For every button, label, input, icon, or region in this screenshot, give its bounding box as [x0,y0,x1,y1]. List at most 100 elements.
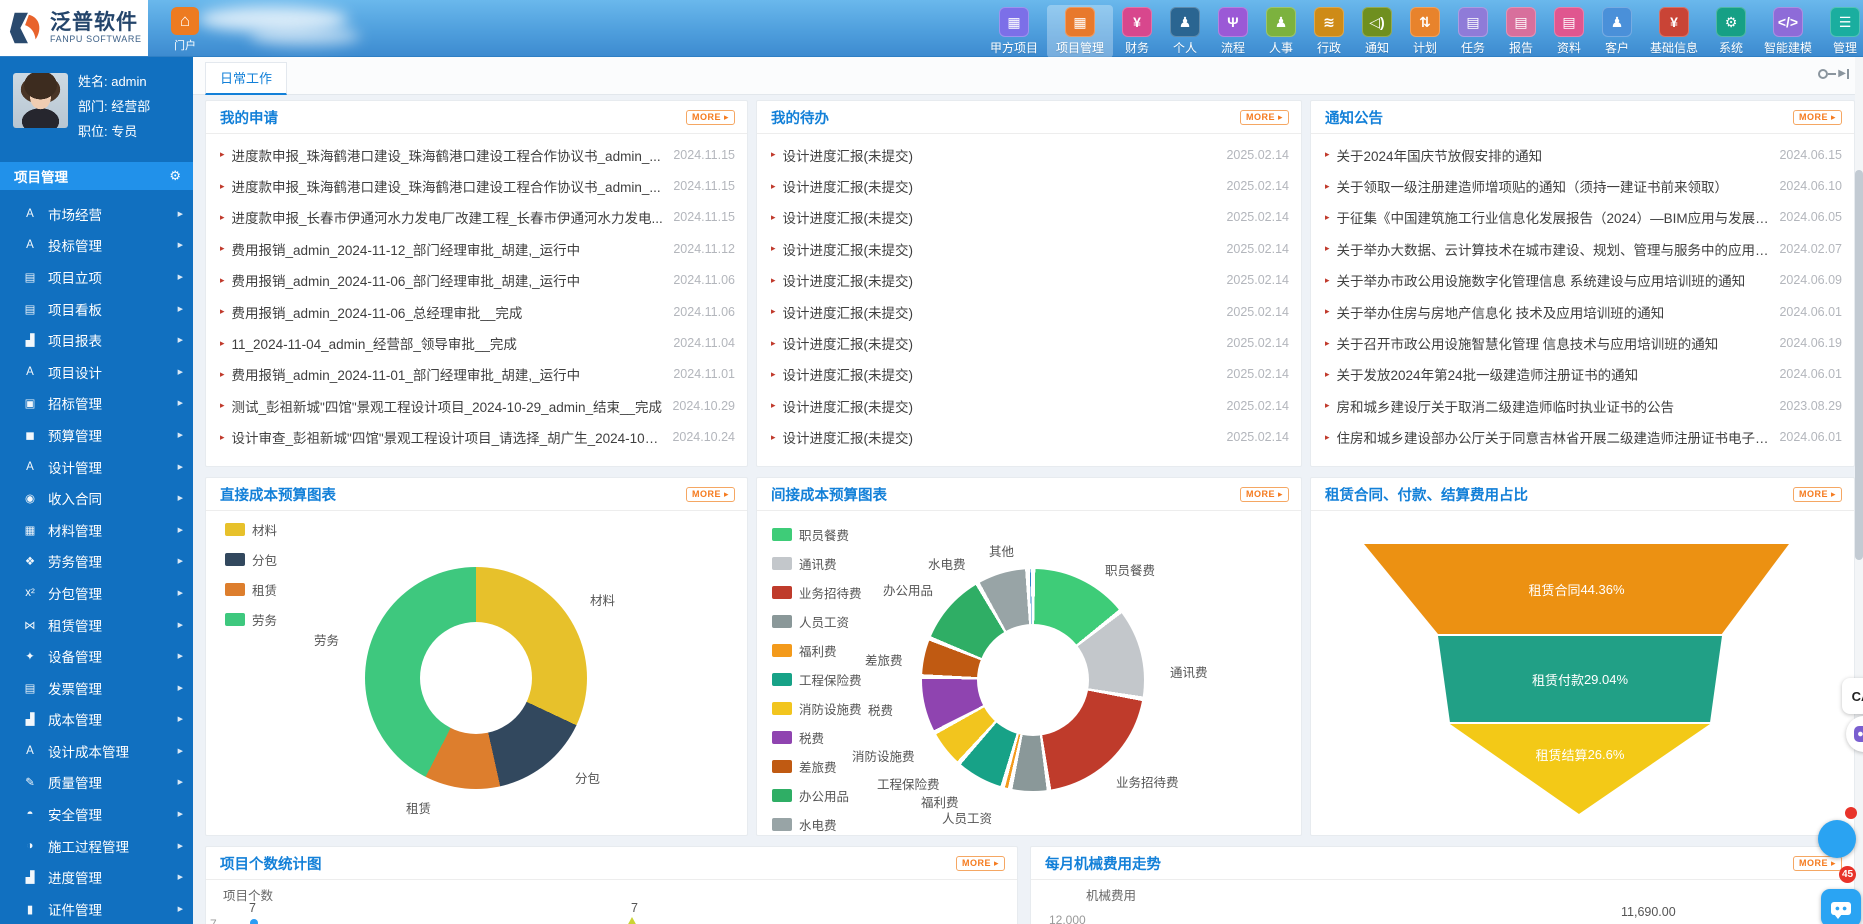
cad-float-button[interactable]: CA [1842,678,1863,714]
top-nav-item[interactable]: ⇅ 计划 [1401,5,1449,58]
top-nav-item[interactable]: Ψ 流程 [1209,5,1257,58]
top-nav-item[interactable]: ▤ 任务 [1449,5,1497,58]
legend-item[interactable]: 劳务 [225,610,277,629]
sidebar-menu-item[interactable]: A 投标管理 ▶ [0,230,193,262]
gear-icon[interactable]: ⚙ [169,168,181,184]
legend-item[interactable]: 职员餐费 [772,525,862,544]
donut-chart-direct-cost[interactable] [365,567,587,789]
sidebar-menu-item[interactable]: ✎ 质量管理 ▶ [0,767,193,799]
more-button[interactable]: MORE ▸ [1240,487,1289,502]
scrollbar-thumb[interactable] [1855,170,1863,560]
list-item[interactable]: ▸ 进度款申报_珠海鹤港口建设_珠海鹤港口建设工程合作协议书_admin_...… [206,139,747,170]
sidebar-menu-item[interactable]: ▤ 项目看板 ▶ [0,293,193,325]
sidebar-menu-item[interactable]: ◉ 收入合同 ▶ [0,482,193,514]
legend-item[interactable]: 消防设施费 [772,699,862,718]
legend-item[interactable]: 材料 [225,520,277,539]
sidebar-menu-item[interactable]: ▟ 成本管理 ▶ [0,704,193,736]
sidebar-menu-item[interactable]: ❖ 劳务管理 ▶ [0,546,193,578]
list-item[interactable]: ▸ 费用报销_admin_2024-11-06_总经理审批__完成 2024.1… [206,296,747,327]
list-item[interactable]: ▸ 住房和城乡建设部办公厅关于同意吉林省开展二级建造师注册证书电子化试点... … [1311,422,1854,453]
sidebar-menu-item[interactable]: ▟ 项目报表 ▶ [0,324,193,356]
legend-item[interactable]: 水电费 [772,815,862,834]
avatar[interactable] [13,73,68,128]
sidebar-menu-item[interactable]: A 市场经营 ▶ [0,198,193,230]
top-nav-item[interactable]: ⚙ 系统 [1707,5,1755,58]
tab-daily-work[interactable]: 日常工作 [205,62,287,95]
funnel-stage-contract[interactable]: 租赁合同44.36% [1364,544,1789,634]
legend-item[interactable]: 分包 [225,550,277,569]
more-button[interactable]: MORE ▸ [1793,487,1842,502]
list-item[interactable]: ▸ 关于发放2024年第24批一级建造师注册证书的通知 2024.06.01 [1311,359,1854,390]
list-item[interactable]: ▸ 费用报销_admin_2024-11-06_部门经理审批_胡建,_运行中 2… [206,265,747,296]
list-item[interactable]: ▸ 设计进度汇报(未提交) 2025.02.14 [757,327,1301,358]
collapse-icon[interactable]: ▶ [1838,69,1849,79]
legend-item[interactable]: 福利费 [772,641,862,660]
top-nav-item[interactable]: ▦ 甲方项目 [981,5,1047,58]
funnel-stage-settlement[interactable]: 租赁结算26.6% [1450,724,1710,814]
sidebar-menu-item[interactable]: ⋈ 租赁管理 ▶ [0,609,193,641]
more-button[interactable]: MORE ▸ [1793,110,1842,125]
legend-item[interactable]: 税费 [772,728,862,747]
list-item[interactable]: ▸ 费用报销_admin_2024-11-12_部门经理审批_胡建,_运行中 2… [206,233,747,264]
list-item[interactable]: ▸ 设计审查_彭祖新城"四馆"景观工程设计项目_请选择_胡广生_2024-10-… [206,422,747,453]
top-nav-item[interactable]: ▦ 项目管理 [1047,5,1113,58]
list-item[interactable]: ▸ 关于举办市政公用设施数字化管理信息 系统建设与应用培训班的通知 2024.0… [1311,265,1854,296]
legend-item[interactable]: 工程保险费 [772,670,862,689]
top-nav-item[interactable]: ◁) 通知 [1353,5,1401,58]
list-item[interactable]: ▸ 于征集《中国建筑施工行业信息化发展报告（2024）—BIM应用与发展》材料.… [1311,202,1854,233]
nav-item-portal[interactable]: ⌂ 门户 [168,7,202,53]
sidebar-menu-item[interactable]: ▣ 招标管理 ▶ [0,388,193,420]
top-nav-item[interactable]: ♟ 人事 [1257,5,1305,58]
top-nav-item[interactable]: ♟ 个人 [1161,5,1209,58]
more-button[interactable]: MORE ▸ [686,487,735,502]
top-nav-item[interactable]: ▤ 资料 [1545,5,1593,58]
list-item[interactable]: ▸ 设计进度汇报(未提交) 2025.02.14 [757,202,1301,233]
key-icon[interactable] [1818,69,1828,79]
donut-chart-indirect-cost[interactable] [922,569,1144,791]
sidebar-menu-item[interactable]: ◼ 预算管理 ▶ [0,419,193,451]
sidebar-menu-item[interactable]: ▤ 发票管理 ▶ [0,672,193,704]
list-item[interactable]: ▸ 设计进度汇报(未提交) 2025.02.14 [757,422,1301,453]
list-item[interactable]: ▸ 设计进度汇报(未提交) 2025.02.14 [757,296,1301,327]
list-item[interactable]: ▸ 房和城乡建设厅关于取消二级建造师临时执业证书的公告 2023.08.29 [1311,390,1854,421]
sidebar-menu-item[interactable]: x² 分包管理 ▶ [0,577,193,609]
more-button[interactable]: MORE ▸ [686,110,735,125]
list-item[interactable]: ▸ 关于举办住房与房地产信息化 技术及应用培训班的通知 2024.06.01 [1311,296,1854,327]
list-item[interactable]: ▸ 费用报销_admin_2024-11-01_部门经理审批_胡建,_运行中 2… [206,359,747,390]
list-item[interactable]: ▸ 关于举办大数据、云计算技术在城市建设、规划、管理与服务中的应用培训班... … [1311,233,1854,264]
funnel-stage-payment[interactable]: 租赁付款29.04% [1438,636,1722,722]
sidebar-menu-item[interactable]: A 设计管理 ▶ [0,451,193,483]
list-item[interactable]: ▸ 测试_彭祖新城"四馆"景观工程设计项目_2024-10-29_admin_结… [206,390,747,421]
top-nav-item[interactable]: ☰ 管理 [1821,5,1863,58]
sidebar-menu-item[interactable]: ◓ 安全管理 ▶ [0,798,193,830]
more-button[interactable]: MORE ▸ [1240,110,1289,125]
legend-item[interactable]: 差旅费 [772,757,862,776]
more-button[interactable]: MORE ▸ [956,856,1005,871]
sidebar-menu-item[interactable]: ▤ 项目立项 ▶ [0,261,193,293]
legend-item[interactable]: 租赁 [225,580,277,599]
sidebar-menu-item[interactable]: ▦ 材料管理 ▶ [0,514,193,546]
sidebar-menu-item[interactable]: A 设计成本管理 ▶ [0,735,193,767]
sidebar-section-header[interactable]: 项目管理 ⚙ [0,162,193,190]
top-nav-item[interactable]: ♟ 客户 [1593,5,1641,58]
list-item[interactable]: ▸ 进度款申报_长春市伊通河水力发电厂改建工程_长春市伊通河水力发电... 20… [206,202,747,233]
top-nav-item[interactable]: ▤ 报告 [1497,5,1545,58]
sidebar-menu-item[interactable]: ▮ 证件管理 ▶ [0,893,193,924]
list-item[interactable]: ▸ 设计进度汇报(未提交) 2025.02.14 [757,265,1301,296]
list-item[interactable]: ▸ 关于领取一级注册建造师增项贴的通知（须持一建证书前来领取） 2024.06.… [1311,170,1854,201]
sidebar-menu-item[interactable]: ✦ 设备管理 ▶ [0,640,193,672]
sidebar-menu-item[interactable]: A 项目设计 ▶ [0,356,193,388]
list-item[interactable]: ▸ 设计进度汇报(未提交) 2025.02.14 [757,359,1301,390]
list-item[interactable]: ▸ 设计进度汇报(未提交) 2025.02.14 [757,390,1301,421]
list-item[interactable]: ▸ 关于召开市政公用设施智慧化管理 信息技术与应用培训班的通知 2024.06.… [1311,327,1854,358]
list-item[interactable]: ▸ 设计进度汇报(未提交) 2025.02.14 [757,170,1301,201]
sidebar-menu-item[interactable]: ▟ 进度管理 ▶ [0,861,193,893]
list-item[interactable]: ▸ 设计进度汇报(未提交) 2025.02.14 [757,139,1301,170]
chat-button[interactable] [1821,889,1861,924]
top-nav-item[interactable]: </> 智能建模 [1755,5,1821,58]
top-nav-item[interactable]: ¥ 财务 [1113,5,1161,58]
list-item[interactable]: ▸ 11_2024-11-04_admin_经营部_领导审批__完成 2024.… [206,327,747,358]
legend-item[interactable]: 办公用品 [772,786,862,805]
list-item[interactable]: ▸ 关于2024年国庆节放假安排的通知 2024.06.15 [1311,139,1854,170]
list-item[interactable]: ▸ 进度款申报_珠海鹤港口建设_珠海鹤港口建设工程合作协议书_admin_...… [206,170,747,201]
